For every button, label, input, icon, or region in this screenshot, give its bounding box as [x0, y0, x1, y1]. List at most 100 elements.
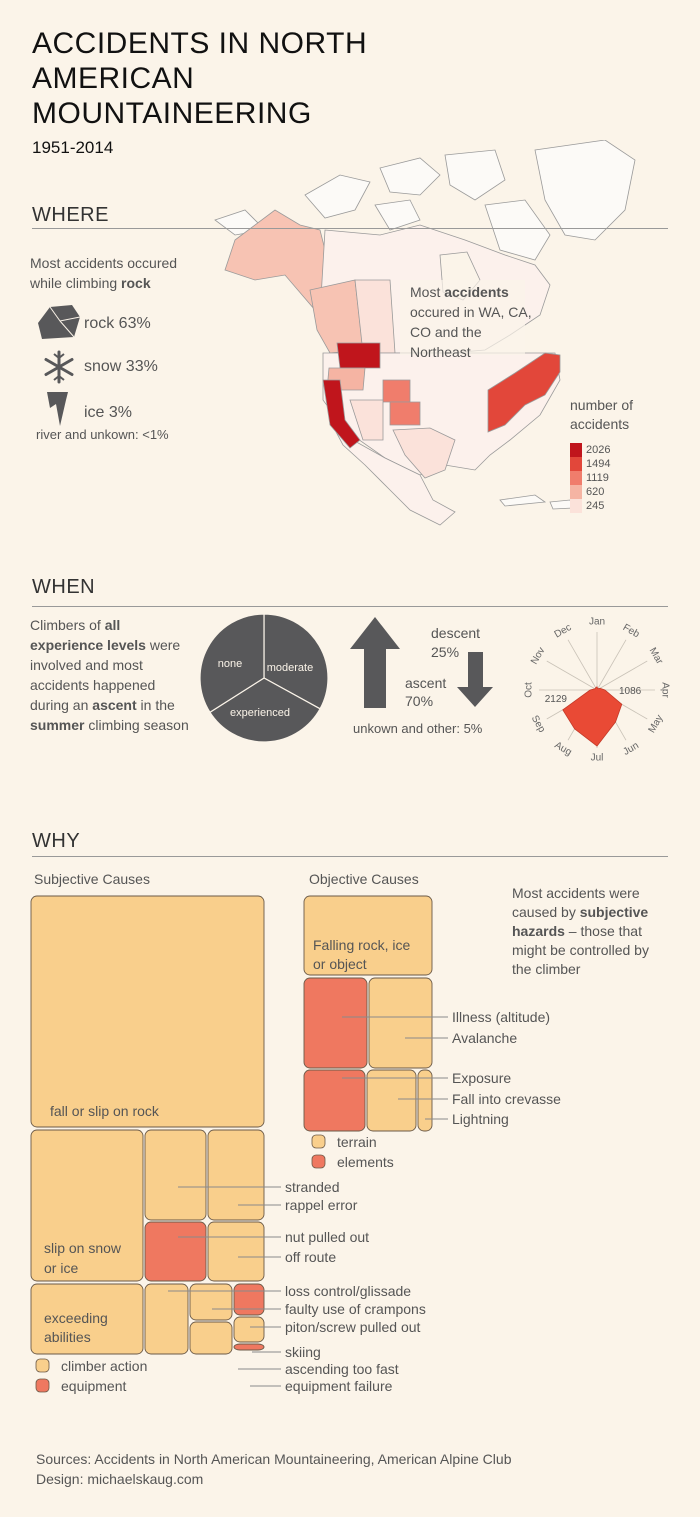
california-state	[322, 379, 361, 449]
treemap-cell-fall-into-crevasse	[366, 1069, 417, 1132]
treemap-cell-rappel-error	[207, 1129, 265, 1221]
direction-arrow-chart: ascent 70% descent 25%	[350, 617, 493, 709]
radar-month-Jun: Jun	[621, 740, 640, 758]
why-heading: WHY	[32, 830, 81, 852]
when-text-3: were involved and most accidents happene…	[30, 637, 181, 713]
treemap-label-slip-on-snow-or-ice: slip on snow	[44, 1240, 122, 1256]
treemap-cell-skiing	[233, 1316, 265, 1343]
treemap-label-stranded: stranded	[285, 1179, 339, 1195]
map-legend-swatch	[570, 499, 582, 513]
treemap-cell-exposure	[303, 1069, 366, 1132]
map-legend-label: 1494	[586, 458, 611, 470]
treemap-label-rappel-error: rappel error	[285, 1197, 358, 1213]
snow-label: snow 33%	[84, 358, 158, 375]
map-note-text: Most	[410, 284, 445, 300]
treemap-label-falling-rock-ice-or-object: Falling rock, ice	[313, 937, 410, 953]
northeast-region	[487, 352, 561, 433]
treemap-label-faulty-use-of-crampons: faulty use of crampons	[285, 1301, 426, 1317]
objective-legend-label-terrain: terrain	[337, 1134, 377, 1150]
map-note-background	[400, 280, 525, 355]
treemap-label-ascending-too-fast: ascending too fast	[285, 1361, 399, 1377]
treemap-cell-faulty-use-of-crampons	[233, 1283, 265, 1316]
radar-area	[562, 686, 623, 747]
map-legend-swatch	[570, 457, 582, 471]
objective-title: Objective Causes	[309, 871, 419, 887]
arctic-island	[444, 149, 506, 201]
map-legend-item: 620	[570, 485, 610, 499]
treemap-cell-exceeding-abilities	[30, 1283, 144, 1355]
when-text-6: summer	[30, 717, 85, 733]
north-america-map	[214, 140, 636, 526]
map-legend-label: 620	[586, 486, 605, 498]
ascent-label: ascent	[405, 675, 446, 691]
when-text-4: ascent	[92, 697, 137, 713]
objective-legend-swatch-elements	[311, 1154, 326, 1169]
treemap-label-off-route: off route	[285, 1249, 336, 1265]
descent-label: descent	[431, 625, 480, 641]
map-note: Most accidents occured in WA, CA, CO and…	[410, 282, 535, 362]
map-legend: 2026 1494 1119 620 245	[570, 443, 610, 513]
when-text-2: all experience levels	[30, 617, 146, 653]
why-note: Most accidents were caused by subjective…	[512, 884, 672, 979]
radar-month-Aug: Aug	[552, 740, 573, 758]
treemap-label-exposure: Exposure	[452, 1070, 511, 1086]
radar-month-Apr: Apr	[659, 682, 670, 698]
treemap-cell-nut-pulled-out	[144, 1221, 207, 1282]
snowflake-icon	[44, 350, 74, 384]
radar-month-Feb: Feb	[621, 622, 642, 640]
colorado-state	[382, 379, 411, 403]
map-note-text-end: occured in WA, CA, CO and the Northeast	[410, 304, 532, 360]
objective-legend-label-elements: elements	[337, 1154, 394, 1170]
radar-month-Dec: Dec	[553, 622, 574, 640]
baffin-island	[484, 199, 551, 261]
subjective-legend-swatch-equipment	[35, 1378, 50, 1393]
why-note-1: Most accidents were caused by	[512, 885, 640, 920]
radar-month-Jan: Jan	[589, 617, 605, 628]
pie-slice-none	[263, 613, 329, 710]
treemap-cell-stranded	[144, 1129, 207, 1221]
treemap-cell-off-route	[207, 1221, 265, 1282]
cuba	[499, 494, 547, 507]
where-heading: WHERE	[32, 204, 109, 226]
treemap-cell-skiing-b	[189, 1321, 233, 1355]
arctic-island	[304, 174, 371, 219]
direction-other-label: unkown and other: 5%	[353, 721, 483, 736]
map-legend-item: 245	[570, 499, 610, 513]
arctic-island	[374, 199, 421, 231]
subjective-legend-label-climber-action: climber action	[61, 1358, 147, 1374]
where-intro: Most accidents occured while climbing ro…	[30, 253, 200, 293]
when-text-7: climbing season	[84, 717, 189, 733]
radar-value-Sep: 2129	[545, 694, 568, 705]
why-rule	[32, 856, 668, 857]
treemap-cell-equipment-failure	[233, 1343, 265, 1351]
treemap-label-exceeding-abilities: exceeding	[44, 1310, 108, 1326]
treemap-label-fall-into-crevasse: Fall into crevasse	[452, 1091, 561, 1107]
mexico-region	[334, 428, 456, 526]
design-credit: Design: michaelskaug.com	[36, 1471, 204, 1487]
treemap-label-equipment-failure: equipment failure	[285, 1378, 393, 1394]
descent-arrow	[457, 652, 493, 707]
utah-state	[389, 401, 421, 426]
ice-label: ice 3%	[84, 404, 133, 421]
when-rule	[32, 606, 668, 607]
treemap-label-illness-altitude-: Illness (altitude)	[452, 1009, 550, 1025]
objective-legend-swatch-terrain	[311, 1134, 326, 1149]
when-heading: WHEN	[32, 576, 96, 598]
descent-value: 25%	[431, 644, 459, 660]
rock-icon	[38, 305, 81, 339]
other-surface-label: river and unkown: <1%	[36, 427, 169, 442]
map-legend-title: number of accidents	[570, 397, 634, 432]
treemap-label-nut-pulled-out: nut pulled out	[285, 1229, 369, 1245]
treemap-label-lightning: Lightning	[452, 1111, 509, 1127]
pie-slice-moderate	[209, 677, 321, 743]
map-legend-label: 2026	[586, 444, 611, 456]
where-intro-bold: rock	[121, 275, 151, 291]
ascent-value: 70%	[405, 693, 433, 709]
washington-state	[336, 342, 381, 369]
where-rule	[32, 228, 668, 229]
texas-state	[392, 427, 456, 479]
treemap-label-avalanche: Avalanche	[452, 1030, 517, 1046]
treemap-label-loss-control-glissade: loss control/glissade	[285, 1283, 411, 1299]
map-legend-swatch	[570, 443, 582, 457]
map-legend-item: 1119	[570, 471, 610, 485]
